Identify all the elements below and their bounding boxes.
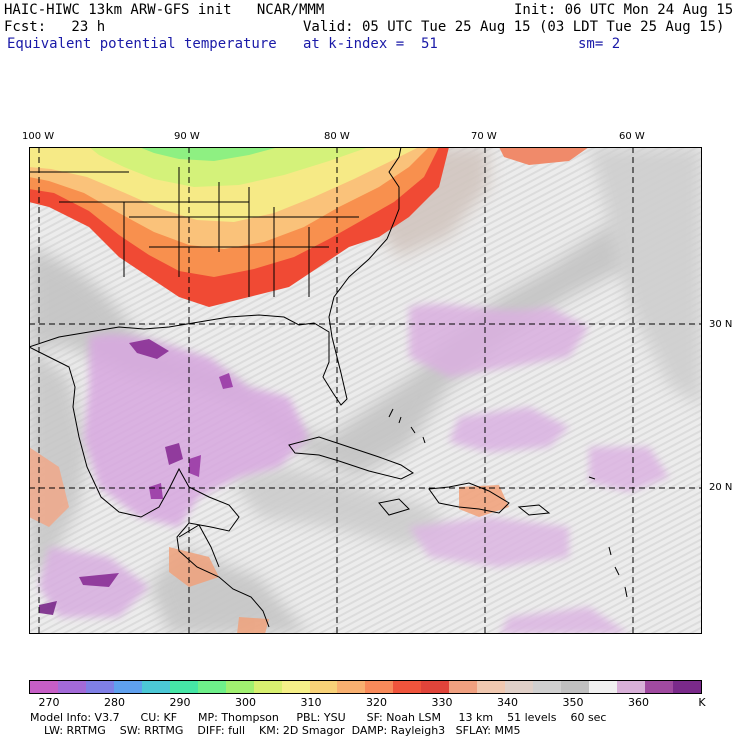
colorbar-tick-label: 350 <box>562 696 584 709</box>
colorbar-segment <box>309 681 338 693</box>
colorbar-segment <box>589 681 618 693</box>
colorbar-tick-label: 340 <box>497 696 518 709</box>
colorbar-segment <box>533 681 562 693</box>
colorbar-segment <box>561 681 590 693</box>
lon-label-80w: 80 W <box>324 131 350 142</box>
colorbar-segment <box>57 681 86 693</box>
smoothing-label: sm= 2 <box>578 36 621 52</box>
grid-lines <box>29 147 702 634</box>
map-frame <box>29 147 702 634</box>
colorbar-segment <box>169 681 198 693</box>
colorbar-tick-label: 280 <box>104 696 125 709</box>
lat-label-30n: 30 N <box>709 319 733 330</box>
colorbar-tick-label: 270 <box>38 696 60 709</box>
level-label: at k-index = 51 <box>303 36 438 52</box>
colorbar-segment <box>449 681 478 693</box>
header-init-time: Init: 06 UTC Mon 24 Aug 15 <box>514 2 734 18</box>
colorbar-segment <box>421 681 450 693</box>
purple-regions <box>39 304 669 634</box>
colorbar-segment <box>393 681 422 693</box>
colorbar-segment <box>197 681 226 693</box>
colorbar-segment <box>644 681 673 693</box>
colorbar <box>29 680 702 694</box>
colorbar-tick-label: 290 <box>169 696 191 709</box>
dark-purple-spots <box>39 339 233 615</box>
colorbar-tick-label: 320 <box>366 696 387 709</box>
colorbar-segment <box>141 681 170 693</box>
colorbar-segment <box>85 681 114 693</box>
colorbar-segment <box>225 681 254 693</box>
colorbar-segment <box>337 681 366 693</box>
lon-label-100w: 100 W <box>22 131 55 142</box>
field-name: Equivalent potential temperature <box>7 36 277 52</box>
colorbar-segment <box>113 681 142 693</box>
colorbar-segment <box>477 681 506 693</box>
colorbar-segment <box>253 681 282 693</box>
header-valid-time: Valid: 05 UTC Tue 25 Aug 15 (03 LDT Tue … <box>303 19 725 35</box>
model-info-line2: LW: RRTMG SW: RRTMG DIFF: full KM: 2D Sm… <box>30 724 521 737</box>
colorbar-tick-label: 310 <box>300 696 322 709</box>
lon-label-60w: 60 W <box>619 131 645 142</box>
lon-label-90w: 90 W <box>174 131 200 142</box>
colorbar-segment <box>281 681 310 693</box>
theta-e-map <box>29 147 702 634</box>
colorbar-segment <box>505 681 534 693</box>
colorbar-segment <box>672 681 701 693</box>
header-title: HAIC-HIWC 13km ARW-GFS init NCAR/MMM <box>4 2 325 18</box>
colorbar-tick-label: 360 <box>628 696 649 709</box>
colorbar-unit: K <box>698 696 706 709</box>
header-forecast-hour: Fcst: 23 h <box>4 19 106 35</box>
model-info-line1: Model Info: V3.7 CU: KF MP: Thompson PBL… <box>30 711 607 724</box>
coastlines-borders <box>29 147 628 628</box>
colorbar-tick-label: 300 <box>235 696 256 709</box>
lat-label-20n: 20 N <box>709 482 733 493</box>
colorbar-segment <box>617 681 645 693</box>
lon-label-70w: 70 W <box>471 131 497 142</box>
colorbar-segment <box>365 681 394 693</box>
colorbar-segment <box>30 681 58 693</box>
colorbar-tick-label: 330 <box>431 696 453 709</box>
